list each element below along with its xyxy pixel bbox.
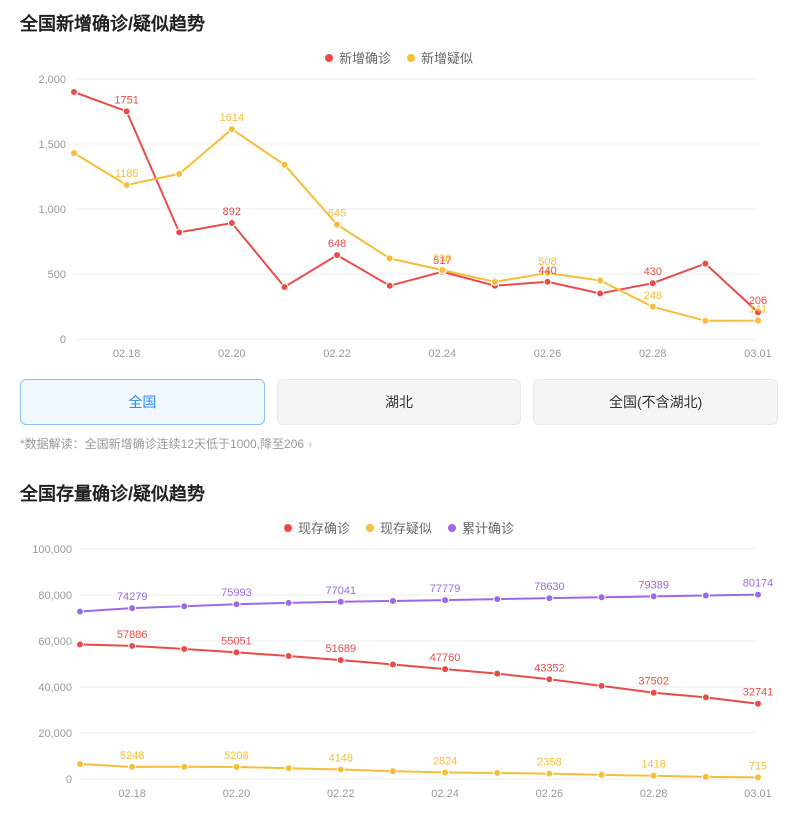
legend-item[interactable]: 现存疑似 <box>366 518 432 537</box>
svg-text:645: 645 <box>328 208 346 220</box>
svg-text:20,000: 20,000 <box>38 728 72 740</box>
svg-text:5206: 5206 <box>224 750 248 762</box>
chart2-canvas: 0 20,000 40,000 60,000 80,000 100,000 02.18 02.… <box>20 539 778 809</box>
svg-text:02.22: 02.22 <box>323 348 351 360</box>
chart2-svg: 0 20,000 40,000 60,000 80,000 100,000 02.18 02.… <box>20 539 778 809</box>
svg-text:500: 500 <box>48 269 66 281</box>
footnote-prefix: *数据解读： <box>20 437 85 451</box>
svg-text:02.28: 02.28 <box>639 348 667 360</box>
svg-text:51689: 51689 <box>325 643 356 655</box>
legend-dot-icon <box>284 524 292 532</box>
region-tab[interactable]: 湖北 <box>277 379 522 425</box>
svg-text:43352: 43352 <box>534 662 565 674</box>
svg-text:1614: 1614 <box>220 112 244 124</box>
footnote-text: 全国新增确诊连续12天低于1000,降至206 <box>85 437 304 451</box>
legend-label: 新增疑似 <box>421 48 473 67</box>
svg-text:2824: 2824 <box>433 756 457 768</box>
svg-text:508: 508 <box>538 256 556 268</box>
svg-text:100,000: 100,000 <box>32 544 72 556</box>
legend-item[interactable]: 累计确诊 <box>448 518 514 537</box>
svg-text:74279: 74279 <box>117 591 148 603</box>
chart2-legend: 现存确诊 现存疑似 累计确诊 <box>20 512 778 539</box>
svg-text:02.18: 02.18 <box>118 788 146 800</box>
svg-text:02.20: 02.20 <box>218 348 246 360</box>
svg-text:79389: 79389 <box>638 579 669 591</box>
svg-text:4148: 4148 <box>329 752 353 764</box>
svg-text:0: 0 <box>66 774 72 786</box>
svg-text:1751: 1751 <box>114 94 138 106</box>
chart1-title: 全国新增确诊/疑似趋势 <box>20 10 778 36</box>
svg-text:892: 892 <box>223 206 241 218</box>
legend-dot-icon <box>366 524 374 532</box>
chart2-section: 全国存量确诊/疑似趋势 现存确诊 现存疑似 累计确诊 0 20,000 40,000 60… <box>0 470 798 809</box>
svg-text:02.24: 02.24 <box>431 788 459 800</box>
region-tab[interactable]: 全国 <box>20 379 265 425</box>
legend-dot-icon <box>407 54 415 62</box>
legend-label: 现存确诊 <box>298 518 350 537</box>
chart2-title: 全国存量确诊/疑似趋势 <box>20 480 778 506</box>
svg-text:2358: 2358 <box>537 757 561 769</box>
chart1-svg: 0 500 1,000 1,500 2,000 02.18 02.20 02.22 02.24 0… <box>20 69 778 369</box>
svg-text:32741: 32741 <box>743 687 774 699</box>
svg-text:648: 648 <box>328 238 346 250</box>
svg-text:80,000: 80,000 <box>38 590 72 602</box>
svg-text:75993: 75993 <box>221 587 252 599</box>
legend-dot-icon <box>448 524 456 532</box>
svg-text:40,000: 40,000 <box>38 682 72 694</box>
svg-text:37502: 37502 <box>638 676 669 688</box>
legend-label: 累计确诊 <box>462 518 514 537</box>
svg-text:141: 141 <box>749 304 767 316</box>
svg-text:1418: 1418 <box>641 759 665 771</box>
svg-text:1,000: 1,000 <box>38 204 66 216</box>
region-tab[interactable]: 全国(不含湖北) <box>533 379 778 425</box>
legend-item[interactable]: 新增确诊 <box>325 48 391 67</box>
svg-text:55051: 55051 <box>221 635 252 647</box>
chart1-canvas: 0 500 1,000 1,500 2,000 02.18 02.20 02.22 02.24 0… <box>20 69 778 369</box>
svg-text:78630: 78630 <box>534 581 565 593</box>
svg-text:530: 530 <box>433 253 451 265</box>
svg-text:03.01: 03.01 <box>744 788 772 800</box>
svg-text:47760: 47760 <box>430 652 461 664</box>
svg-text:03.01: 03.01 <box>744 348 772 360</box>
svg-text:02.26: 02.26 <box>534 348 562 360</box>
svg-text:02.24: 02.24 <box>429 348 457 360</box>
legend-item[interactable]: 现存确诊 <box>284 518 350 537</box>
legend-dot-icon <box>325 54 333 62</box>
svg-text:2,000: 2,000 <box>38 74 66 86</box>
svg-text:77779: 77779 <box>430 583 461 595</box>
svg-text:430: 430 <box>644 266 662 278</box>
svg-text:80174: 80174 <box>743 578 774 590</box>
svg-text:02.22: 02.22 <box>327 788 355 800</box>
chevron-right-icon: › <box>308 437 312 451</box>
svg-text:715: 715 <box>749 760 767 772</box>
legend-item[interactable]: 新增疑似 <box>407 48 473 67</box>
svg-text:1,500: 1,500 <box>38 139 66 151</box>
legend-label: 现存疑似 <box>380 518 432 537</box>
chart1-legend: 新增确诊 新增疑似 <box>20 42 778 69</box>
svg-text:57886: 57886 <box>117 629 148 641</box>
svg-text:02.20: 02.20 <box>223 788 251 800</box>
svg-text:77041: 77041 <box>325 585 356 597</box>
legend-label: 新增确诊 <box>339 48 391 67</box>
chart1-section: 全国新增确诊/疑似趋势 新增确诊 新增疑似 0 500 1,000 1,500 2,000… <box>0 0 798 470</box>
svg-text:02.28: 02.28 <box>640 788 668 800</box>
svg-text:60,000: 60,000 <box>38 636 72 648</box>
svg-text:1185: 1185 <box>115 168 139 180</box>
chart1-tabs: 全国湖北全国(不含湖北) <box>20 379 778 425</box>
chart1-footnote[interactable]: *数据解读：全国新增确诊连续12天低于1000,降至206 › <box>20 433 778 470</box>
svg-text:02.18: 02.18 <box>113 348 141 360</box>
svg-text:248: 248 <box>644 290 662 302</box>
svg-text:0: 0 <box>60 334 66 346</box>
svg-text:5248: 5248 <box>120 750 144 762</box>
svg-text:02.26: 02.26 <box>536 788 564 800</box>
